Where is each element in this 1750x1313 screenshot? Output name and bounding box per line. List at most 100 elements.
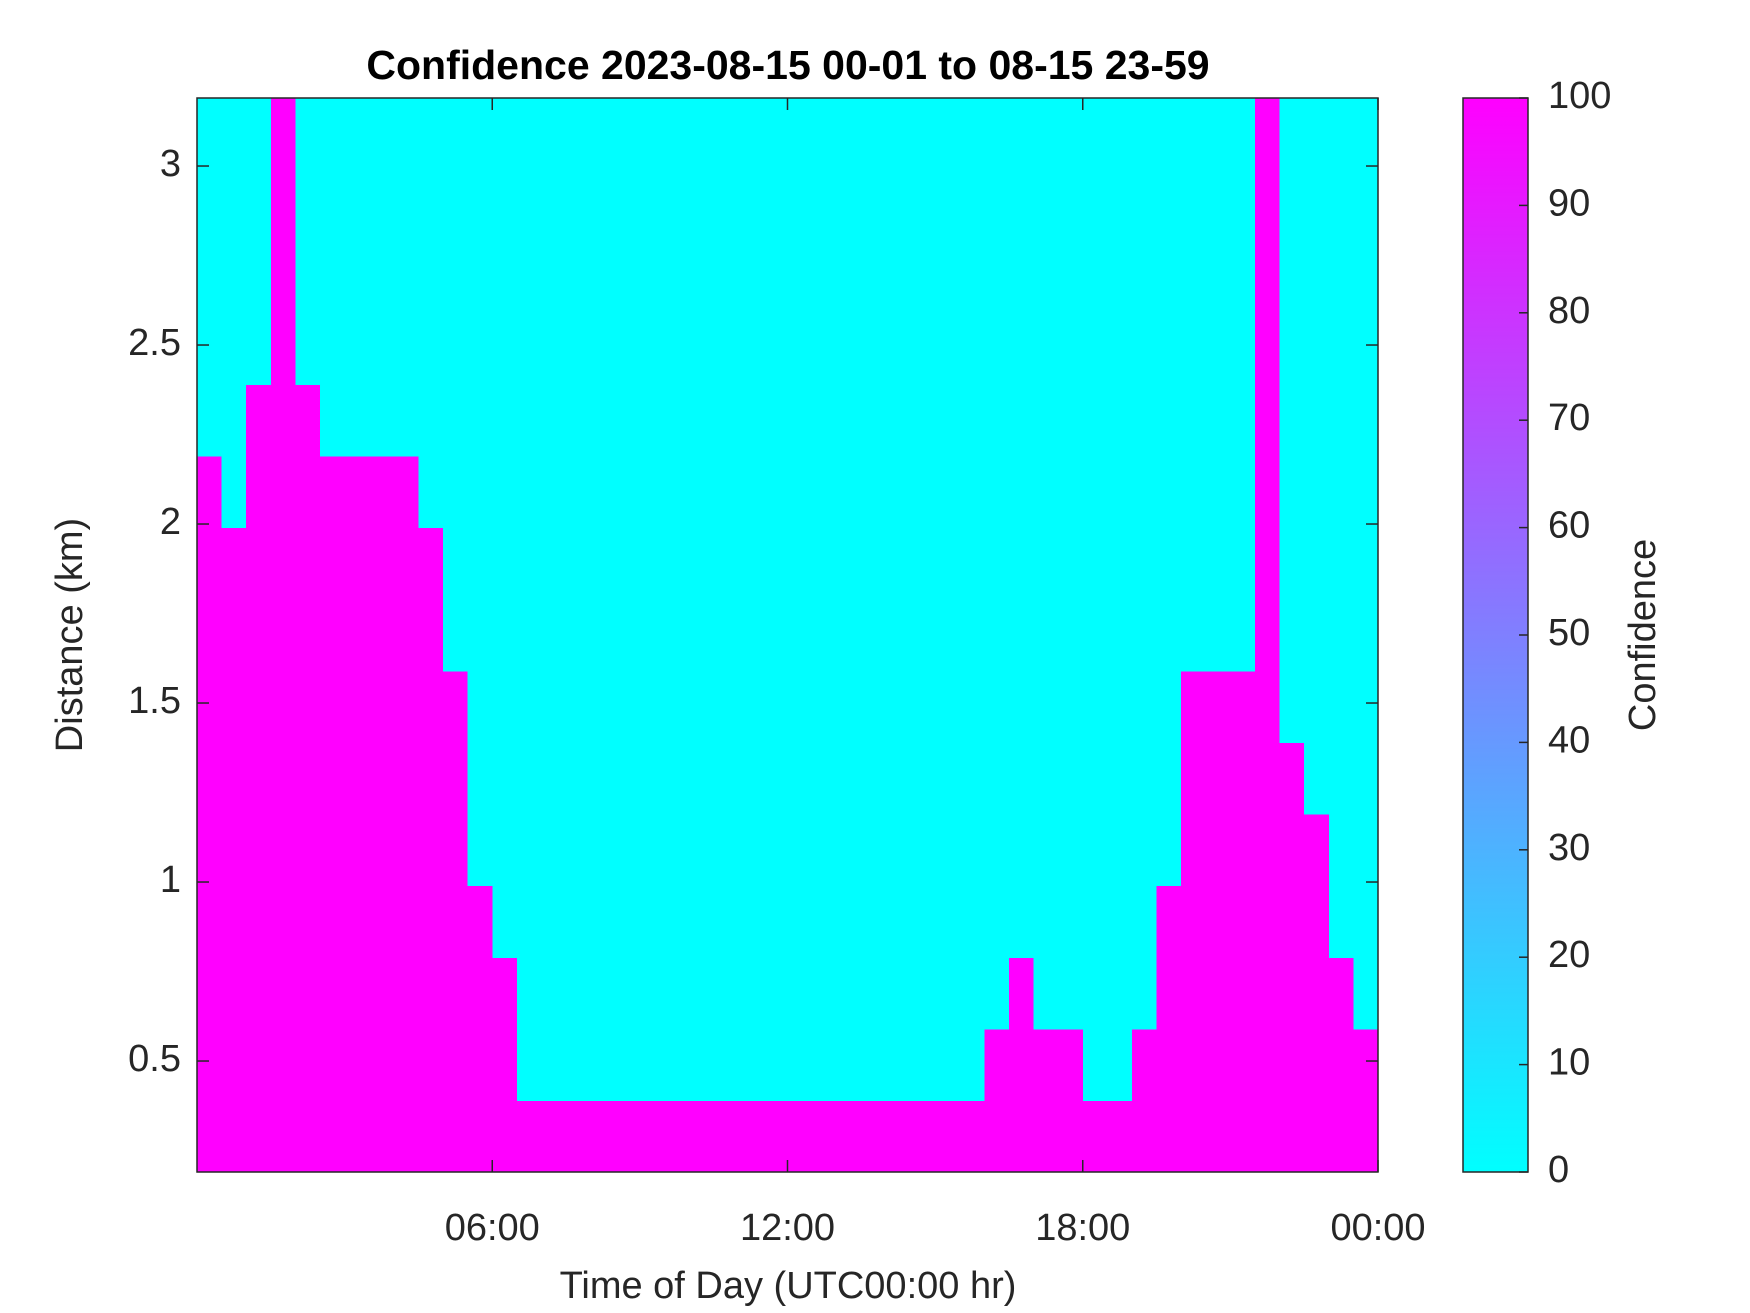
heatmap-cell xyxy=(639,885,666,958)
heatmap-cell xyxy=(1156,241,1182,314)
heatmap-cell xyxy=(1279,241,1305,314)
heatmap-cell xyxy=(566,957,592,1030)
heatmap-cell xyxy=(221,384,247,457)
heatmap-cell xyxy=(197,384,223,457)
heatmap-cell xyxy=(467,169,493,242)
heatmap-cell xyxy=(197,957,223,1030)
heatmap-cell xyxy=(1008,169,1035,242)
colorbar-tick-label: 0 xyxy=(1548,1149,1569,1191)
heatmap-cell xyxy=(1156,957,1182,1030)
heatmap-cell xyxy=(492,742,518,815)
heatmap-cell xyxy=(615,957,641,1030)
heatmap-cell xyxy=(861,456,887,529)
colorbar xyxy=(1462,97,1529,1173)
heatmap-cell xyxy=(861,670,887,743)
heatmap-cell xyxy=(418,599,444,672)
heatmap-cell xyxy=(270,1028,297,1101)
heatmap-cell xyxy=(295,599,321,672)
heatmap-cell xyxy=(1181,527,1207,600)
heatmap-cell xyxy=(443,456,469,529)
heatmap-cell xyxy=(812,98,838,171)
heatmap-cell xyxy=(1353,241,1379,314)
heatmap-cell xyxy=(1131,670,1158,743)
heatmap-cell xyxy=(861,1028,887,1101)
heatmap-cell xyxy=(787,169,813,242)
heatmap-cell xyxy=(541,527,567,600)
heatmap-cell xyxy=(1328,1028,1354,1101)
heatmap-cell xyxy=(861,742,887,815)
heatmap-cell xyxy=(1033,456,1059,529)
heatmap-cell xyxy=(320,527,346,600)
heatmap-cell xyxy=(344,1028,370,1101)
heatmap-cell xyxy=(1205,312,1231,385)
heatmap-cell xyxy=(1008,670,1035,743)
heatmap-cell xyxy=(1279,957,1305,1030)
heatmap-cell xyxy=(861,312,887,385)
heatmap-cell xyxy=(935,169,961,242)
heatmap-cell xyxy=(516,527,543,600)
heatmap-cell xyxy=(1304,169,1330,242)
heatmap-cell xyxy=(467,670,493,743)
heatmap-cell xyxy=(689,98,715,171)
heatmap-cell xyxy=(541,98,567,171)
heatmap-cell xyxy=(1205,742,1231,815)
heatmap-cell xyxy=(516,456,543,529)
heatmap-cell xyxy=(1279,1100,1305,1173)
heatmap-cell xyxy=(664,814,690,887)
heatmap-cell xyxy=(959,384,985,457)
heatmap-cell xyxy=(689,312,715,385)
heatmap-cell xyxy=(1353,957,1379,1030)
heatmap-cell xyxy=(836,885,862,958)
heatmap-cell xyxy=(443,98,469,171)
heatmap-cell xyxy=(197,599,223,672)
heatmap-cell xyxy=(541,169,567,242)
heatmap-cell xyxy=(787,957,813,1030)
heatmap-cell xyxy=(836,1100,862,1173)
heatmap-cell xyxy=(418,957,444,1030)
heatmap-cell xyxy=(320,742,346,815)
heatmap-cell xyxy=(1181,456,1207,529)
heatmap-cell xyxy=(590,456,616,529)
heatmap-cell xyxy=(1008,1100,1035,1173)
heatmap-cell xyxy=(910,456,936,529)
heatmap-cell xyxy=(762,742,789,815)
heatmap-cell xyxy=(221,241,247,314)
heatmap-cell xyxy=(393,98,420,171)
heatmap-cell xyxy=(664,957,690,1030)
heatmap-cell xyxy=(762,599,789,672)
heatmap-cell xyxy=(1082,599,1108,672)
heatmap-cell xyxy=(270,1100,297,1173)
heatmap-cell xyxy=(713,1100,739,1173)
heatmap-cell xyxy=(467,98,493,171)
heatmap-cell xyxy=(1058,957,1084,1030)
heatmap-cell xyxy=(344,98,370,171)
heatmap-cell xyxy=(959,98,985,171)
heatmap-cell xyxy=(197,670,223,743)
heatmap-cell xyxy=(295,241,321,314)
heatmap-cell xyxy=(664,885,690,958)
heatmap-cell xyxy=(1008,456,1035,529)
heatmap-cell xyxy=(1181,957,1207,1030)
heatmap-cell xyxy=(541,312,567,385)
heatmap-cell xyxy=(1304,1100,1330,1173)
y-tick-label: 1 xyxy=(160,859,181,901)
heatmap-cell xyxy=(270,384,297,457)
heatmap-cell xyxy=(664,742,690,815)
heatmap-cell xyxy=(1230,98,1256,171)
heatmap-cell xyxy=(1156,169,1182,242)
heatmap-cell xyxy=(295,98,321,171)
heatmap-cell xyxy=(590,957,616,1030)
heatmap-cell xyxy=(1328,384,1354,457)
heatmap-cell xyxy=(418,1100,444,1173)
heatmap-cell xyxy=(787,384,813,457)
heatmap-cell xyxy=(1181,814,1207,887)
heatmap-cell xyxy=(1107,241,1133,314)
heatmap-cell xyxy=(197,885,223,958)
heatmap-cell xyxy=(1254,1100,1281,1173)
heatmap-cell xyxy=(516,814,543,887)
heatmap-cell xyxy=(1033,670,1059,743)
heatmap-cell xyxy=(295,527,321,600)
heatmap-cell xyxy=(443,312,469,385)
heatmap-cell xyxy=(246,241,272,314)
heatmap-cell xyxy=(393,670,420,743)
